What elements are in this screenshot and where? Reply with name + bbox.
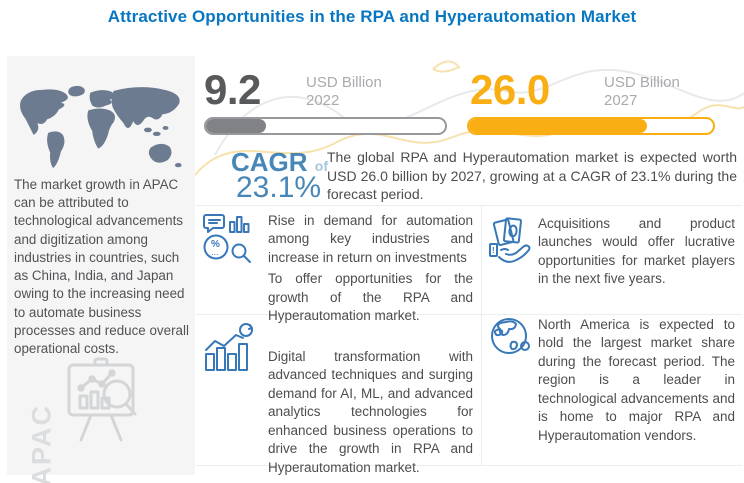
insight-opportunity-text: Acquisitions and product launches would … bbox=[538, 215, 735, 289]
divider-horizontal-bottom bbox=[196, 465, 742, 466]
apac-region-panel: The market growth in APAC can be attribu… bbox=[7, 56, 195, 483]
forecast-progress-bar bbox=[467, 117, 715, 135]
current-year-label: 2022 bbox=[306, 91, 340, 109]
growth-chart-icon bbox=[205, 323, 253, 371]
forecast-unit-label: USD Billion bbox=[604, 74, 680, 91]
apac-description: The market growth in APAC can be attribu… bbox=[14, 177, 189, 356]
svg-text:!: ! bbox=[492, 246, 495, 255]
world-map-icon bbox=[20, 85, 182, 169]
insight-region-text: North America is expected to hold the la… bbox=[538, 316, 735, 445]
money-hand-icon: ! bbox=[489, 217, 531, 263]
page-title: Attractive Opportunities in the RPA and … bbox=[107, 7, 637, 26]
svg-text:...: ... bbox=[211, 247, 219, 257]
insight-paragraph: Digital transformation with advanced tec… bbox=[268, 349, 473, 475]
forecast-progress-fill bbox=[469, 119, 648, 133]
presentation-board-icon bbox=[67, 357, 137, 442]
forecast-market-unit: USD Billion 2027 bbox=[604, 74, 680, 109]
insight-paragraph: Rise in demand for automation among key … bbox=[268, 213, 473, 265]
current-progress-fill bbox=[206, 119, 266, 133]
insight-paragraph: North America is expected to hold the la… bbox=[538, 317, 735, 443]
current-market-value: 9.2 bbox=[204, 66, 261, 113]
cagr-value: 23.1% bbox=[236, 171, 322, 204]
current-unit-label: USD Billion bbox=[306, 74, 382, 91]
current-progress-bar bbox=[204, 117, 447, 135]
svg-text:%: % bbox=[211, 239, 220, 250]
analytics-percent-icon: % ... bbox=[203, 214, 251, 263]
insight-trend-text: Digital transformation with advanced tec… bbox=[268, 348, 473, 477]
cagr-of-word: of bbox=[314, 158, 329, 174]
divider-horizontal-middle bbox=[196, 314, 742, 315]
divider-horizontal-top bbox=[196, 205, 742, 206]
current-market-unit: USD Billion 2022 bbox=[306, 74, 382, 109]
globe-icon bbox=[491, 318, 530, 354]
cagr-label: CAGR of bbox=[231, 147, 328, 178]
market-summary: The global RPA and Hyperautomation marke… bbox=[327, 149, 737, 203]
apac-watermark: APAC bbox=[26, 403, 57, 483]
insight-paragraph: To offer opportunities for the growth of… bbox=[268, 271, 473, 324]
cagr-word: CAGR bbox=[231, 147, 308, 177]
insight-paragraph: Acquisitions and product launches would … bbox=[538, 216, 735, 287]
insight-driver-text: Rise in demand for automation among key … bbox=[268, 212, 473, 326]
forecast-year-label: 2027 bbox=[604, 91, 638, 109]
forecast-market-value: 26.0 bbox=[470, 66, 550, 113]
divider-vertical bbox=[481, 205, 482, 465]
